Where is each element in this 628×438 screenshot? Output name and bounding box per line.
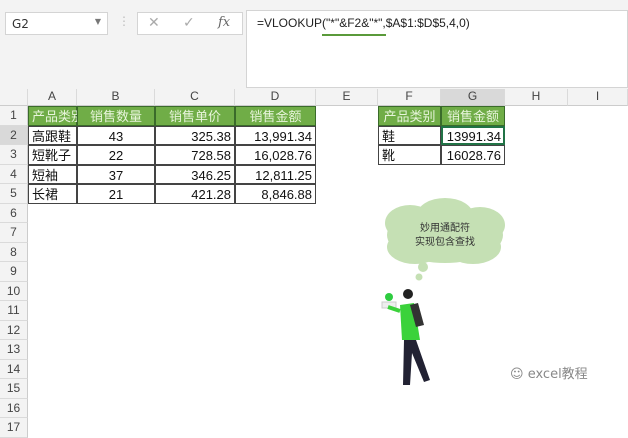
- row-header-15[interactable]: 15: [0, 379, 28, 399]
- person-illustration: [381, 289, 430, 385]
- select-all-corner[interactable]: [0, 89, 28, 106]
- column-header-A[interactable]: A: [28, 89, 77, 106]
- table1-cell[interactable]: 16,028.76: [235, 145, 316, 165]
- wechat-icon: ☺: [510, 367, 528, 382]
- table1-header[interactable]: 产品类别: [28, 106, 84, 126]
- table1-cell[interactable]: 高跟鞋: [28, 125, 77, 145]
- table1-cell[interactable]: 短靴子: [28, 145, 77, 165]
- callout-text: 妙用通配符 实现包含查找: [395, 222, 495, 250]
- row-header-12[interactable]: 12: [0, 320, 28, 340]
- column-header-F[interactable]: F: [378, 89, 441, 106]
- row-header-2[interactable]: 2: [0, 125, 28, 145]
- row-header-17[interactable]: 17: [0, 418, 28, 438]
- table1-cell[interactable]: 12,811.25: [235, 164, 316, 184]
- callout-line2: 实现包含查找: [415, 237, 475, 248]
- formula-underline: [322, 34, 386, 36]
- watermark-text: excel教程: [527, 367, 588, 382]
- row-header-5[interactable]: 5: [0, 184, 28, 204]
- name-box-value: G2: [12, 17, 29, 31]
- name-box[interactable]: G2 ▼: [5, 12, 108, 35]
- column-header-D[interactable]: D: [235, 89, 316, 106]
- table1-cell[interactable]: 8,846.88: [235, 184, 316, 204]
- table1-header[interactable]: 销售数量: [77, 106, 155, 126]
- table1-cell[interactable]: 325.38: [155, 125, 235, 145]
- column-header-B[interactable]: B: [77, 89, 155, 106]
- formula-input[interactable]: =VLOOKUP("*"&F2&"*",$A$1:$D$5,4,0): [246, 10, 628, 88]
- table1-cell[interactable]: 13,991.34: [235, 125, 316, 145]
- formula-text: =VLOOKUP("*"&F2&"*",$A$1:$D$5,4,0): [257, 16, 470, 30]
- row-header-11[interactable]: 11: [0, 301, 28, 321]
- fx-icon[interactable]: fx: [218, 15, 231, 30]
- table1-cell[interactable]: 短袖: [28, 164, 77, 184]
- row-header-7[interactable]: 7: [0, 223, 28, 243]
- row-header-9[interactable]: 9: [0, 262, 28, 282]
- table2-header[interactable]: 销售金额: [441, 106, 505, 126]
- column-header-E[interactable]: E: [316, 89, 378, 106]
- row-header-1[interactable]: 1: [0, 106, 28, 126]
- column-header-I[interactable]: I: [568, 89, 628, 106]
- chevron-down-icon[interactable]: ▼: [94, 17, 101, 26]
- row-header-16[interactable]: 16: [0, 398, 28, 418]
- callout-line1: 妙用通配符: [420, 223, 470, 234]
- row-header-14[interactable]: 14: [0, 359, 28, 379]
- row-header-4[interactable]: 4: [0, 164, 28, 184]
- column-header-C[interactable]: C: [155, 89, 235, 106]
- table1-cell[interactable]: 421.28: [155, 184, 235, 204]
- drag-handle-icon[interactable]: ⋮: [118, 14, 130, 28]
- column-header-G[interactable]: G: [441, 89, 505, 106]
- table2-cell[interactable]: 鞋: [378, 125, 441, 145]
- formula-buttons: ✕ ✓ fx: [137, 12, 243, 35]
- table1-cell[interactable]: 43: [77, 125, 155, 145]
- row-header-13[interactable]: 13: [0, 340, 28, 360]
- watermark: ☺ excel教程: [510, 363, 588, 382]
- row-header-6[interactable]: 6: [0, 203, 28, 223]
- column-header-H[interactable]: H: [505, 89, 568, 106]
- table1-cell[interactable]: 346.25: [155, 164, 235, 184]
- row-header-3[interactable]: 3: [0, 145, 28, 165]
- table2-cell[interactable]: 16028.76: [441, 145, 505, 165]
- enter-icon[interactable]: ✓: [183, 15, 195, 31]
- cancel-icon[interactable]: ✕: [148, 15, 160, 31]
- table1-cell[interactable]: 长裙: [28, 184, 77, 204]
- table1-header[interactable]: 销售单价: [155, 106, 235, 126]
- selected-cell-G2[interactable]: 13991.34: [441, 125, 505, 145]
- table1-cell[interactable]: 22: [77, 145, 155, 165]
- table2-header[interactable]: 产品类别: [378, 106, 441, 126]
- cloud-callout: [385, 198, 505, 281]
- row-header-8[interactable]: 8: [0, 242, 28, 262]
- table2-cell[interactable]: 靴: [378, 145, 441, 165]
- table1-cell[interactable]: 21: [77, 184, 155, 204]
- table1-header[interactable]: 销售金额: [235, 106, 316, 126]
- row-header-10[interactable]: 10: [0, 281, 28, 301]
- table1-cell[interactable]: 728.58: [155, 145, 235, 165]
- table1-cell[interactable]: 37: [77, 164, 155, 184]
